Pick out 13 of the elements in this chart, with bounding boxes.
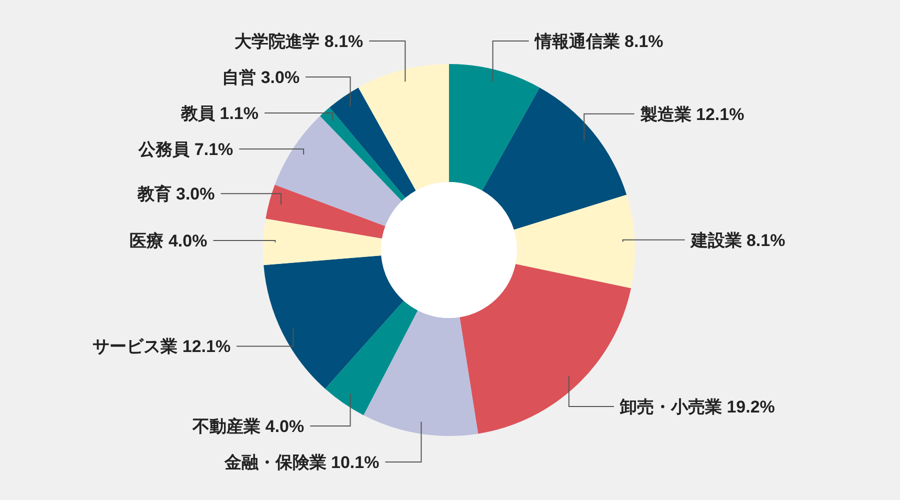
slice-label: 卸売・小売業 19.2% [618,398,775,417]
slice-label: 医療 4.0% [130,232,208,251]
slice-label: 大学院進学 8.1% [234,32,364,51]
slice-label: 建設業 8.1% [688,230,786,250]
slice-label: サービス業 12.1% [92,337,231,356]
slice-label: 不動産業 4.0% [192,417,304,436]
slice-label: 製造業 12.1% [639,104,744,124]
slice-label: 自営 3.0% [222,68,300,87]
slice-label: 教育 3.0% [136,184,215,204]
slice-label: 金融・保険業 10.1% [223,453,380,472]
slice-label: 教員 1.1% [180,104,259,123]
slice-label: 公務員 7.1% [138,140,234,159]
slice-label: 情報通信業 8.1% [534,32,664,51]
